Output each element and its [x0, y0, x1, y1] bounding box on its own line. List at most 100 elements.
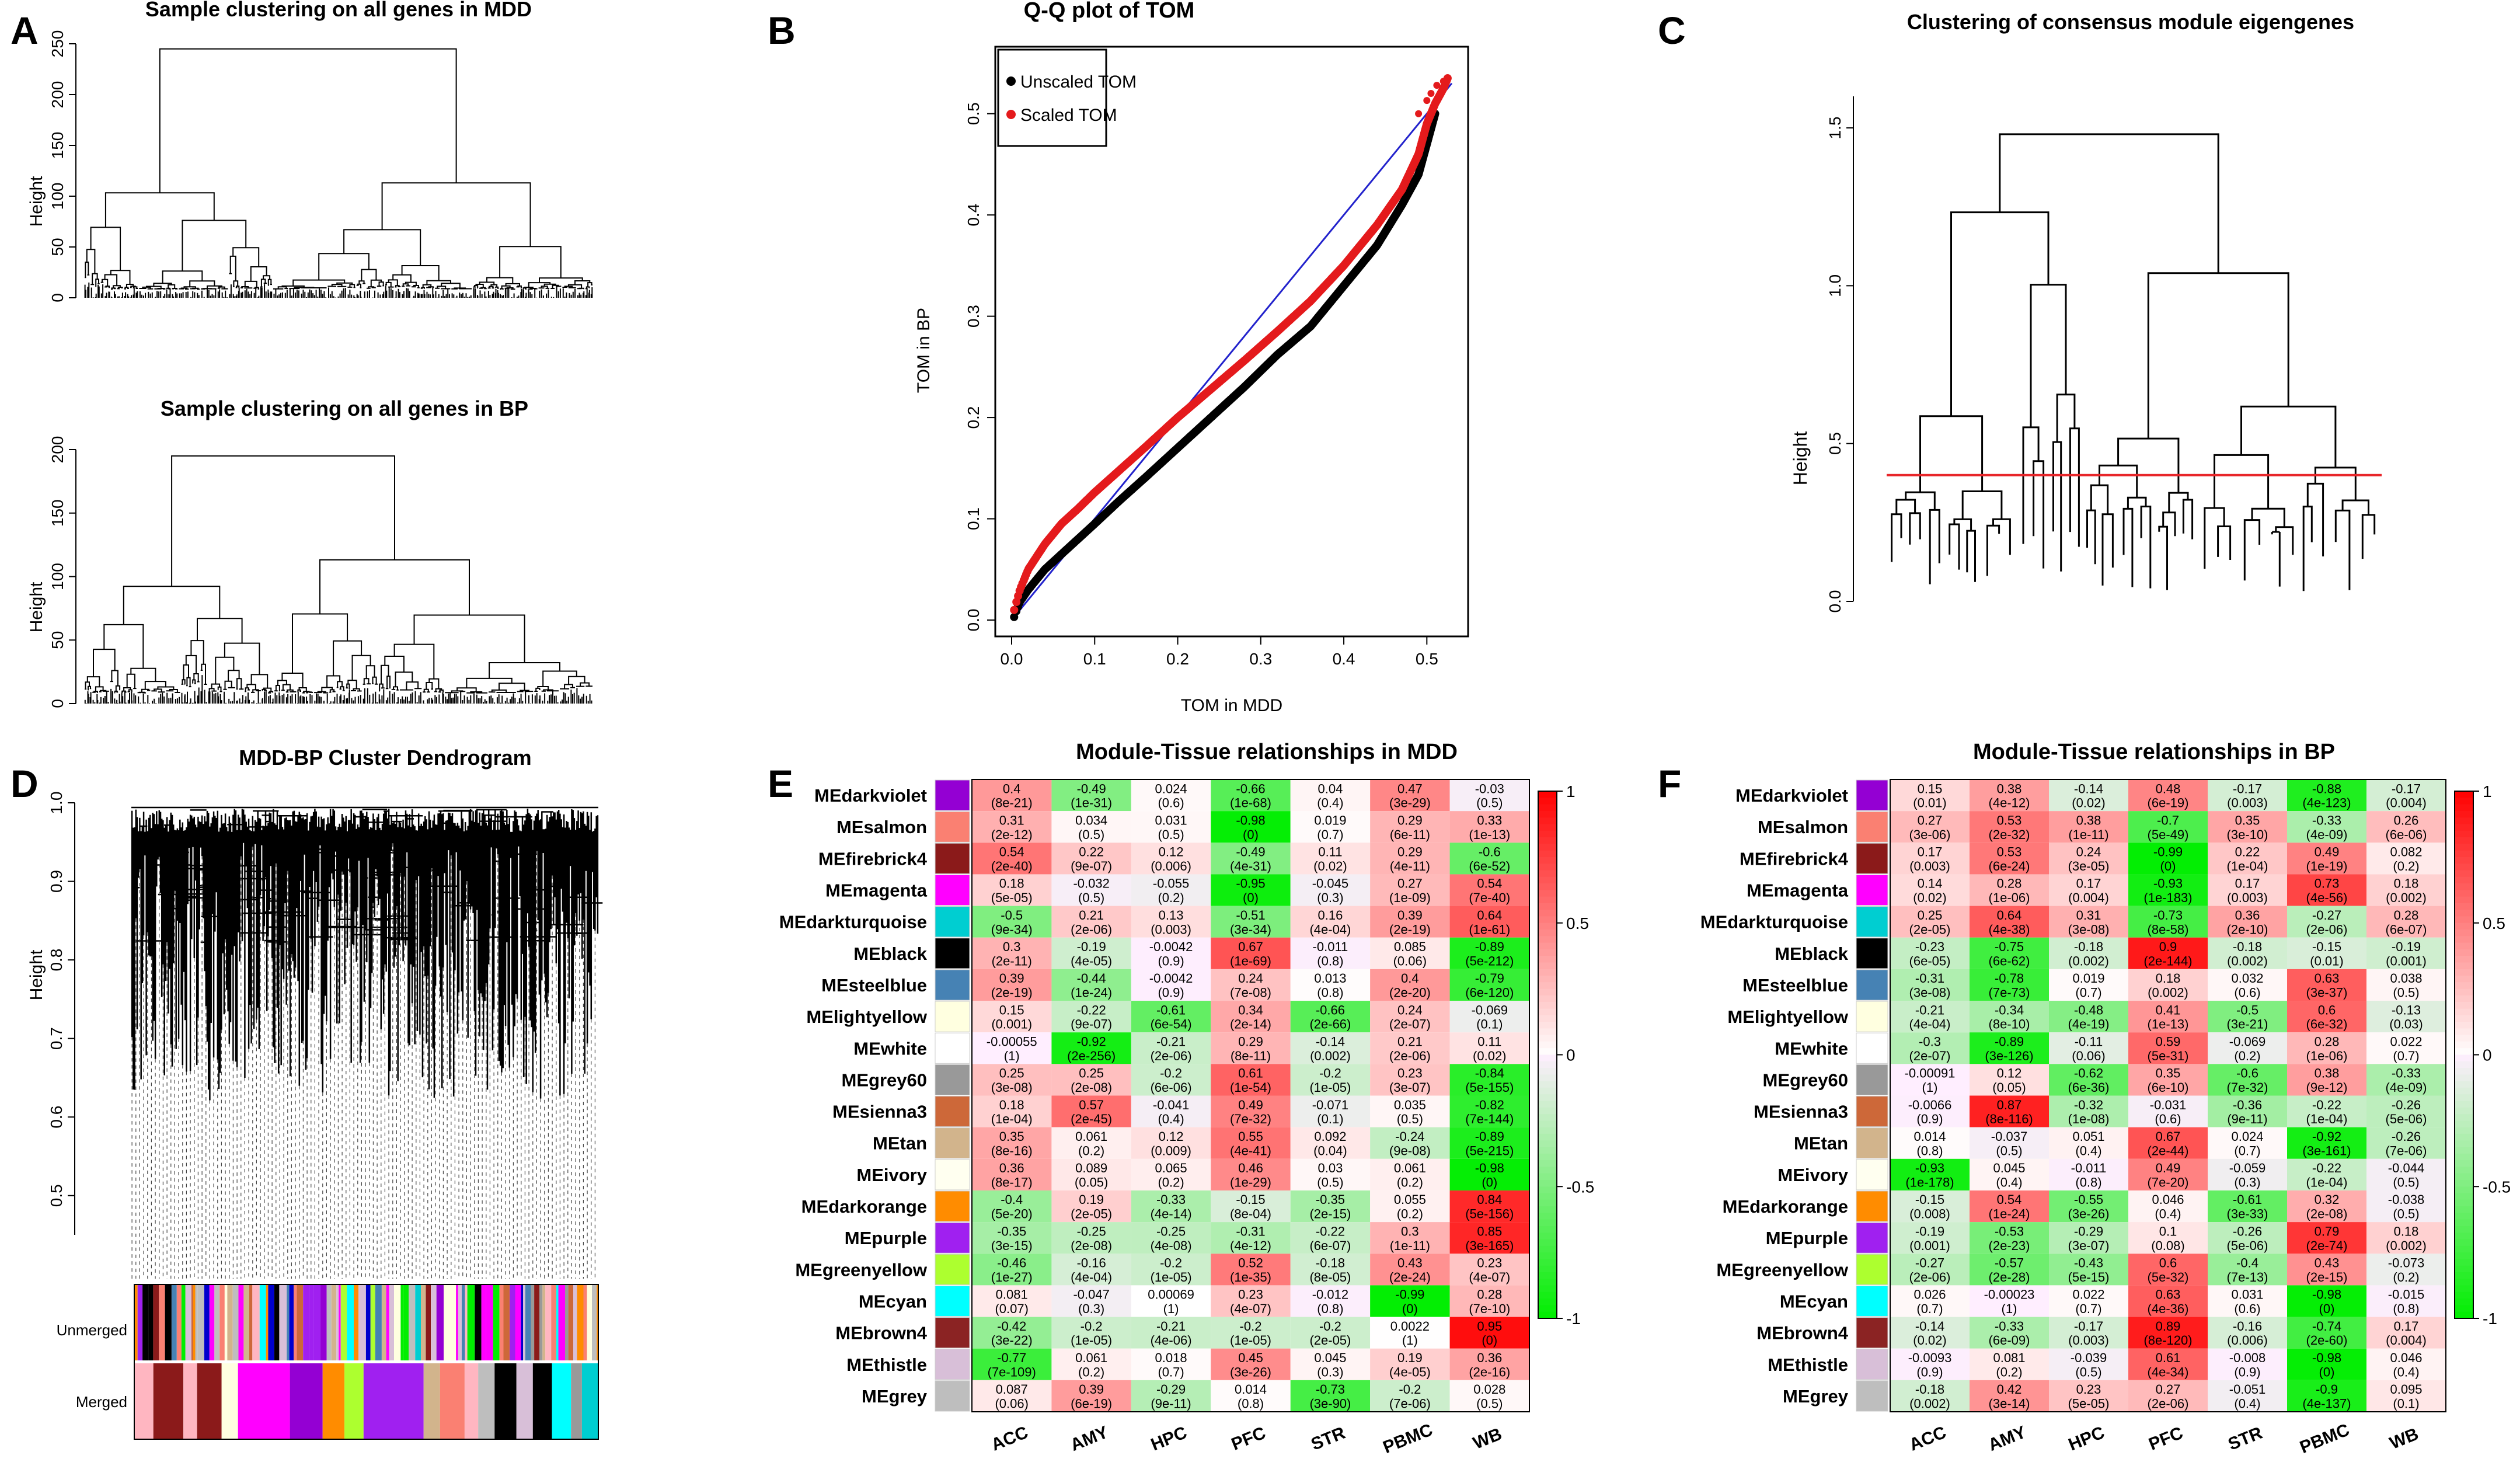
unmerged-color-segment [339, 1284, 341, 1360]
heatmap-cell [1131, 1001, 1211, 1033]
unmerged-color-segment [451, 1284, 456, 1360]
heatmap-cell [1051, 811, 1131, 843]
legend-box [997, 48, 1107, 147]
cell-value-label: -0.038 [2388, 1192, 2424, 1207]
cell-value-label: 0.28 [2315, 1034, 2340, 1049]
heatmap-cell [2049, 1380, 2128, 1412]
cell-pvalue-label: (4e-06) [1151, 1333, 1192, 1348]
legend-label-scaled: Scaled TOM [1020, 106, 1117, 125]
color-scale-step [1538, 830, 1557, 838]
heatmap-cell [2128, 1222, 2208, 1254]
dendrogram [1891, 133, 2376, 591]
cell-pvalue-label: (2e-24) [1389, 1270, 1431, 1284]
heatmap-cell [1211, 1158, 1291, 1190]
heatmap-cell [2366, 843, 2446, 875]
row-label: MEgreenyellow [1716, 1259, 1849, 1280]
cell-pvalue-label: (0.07) [995, 1301, 1028, 1316]
color-scale-step [2455, 883, 2473, 890]
cell-pvalue-label: (3e-10) [2227, 827, 2268, 842]
cell-pvalue-label: (0.8) [1317, 986, 1343, 1000]
cell-pvalue-label: (0.05) [1075, 1175, 1108, 1189]
heatmap-cell [1131, 1064, 1211, 1096]
color-scale-step [2455, 1265, 2473, 1273]
unmerged-color-segment [195, 1284, 198, 1360]
module-color-swatch [1856, 1001, 1888, 1032]
color-bars-frame [134, 1284, 599, 1440]
cell-pvalue-label: (3e-90) [1309, 1397, 1351, 1411]
unmerged-color-segment [583, 1284, 587, 1360]
color-scale-step [2455, 1206, 2473, 1213]
merged-color-segment [153, 1363, 184, 1439]
color-scale-step [2455, 1167, 2473, 1174]
cell-pvalue-label: (5e-20) [991, 1207, 1033, 1221]
panel-letter-b: B [768, 9, 796, 52]
heatmap-cell [1449, 969, 1529, 1001]
cell-pvalue-label: (1e-24) [1071, 986, 1112, 1000]
color-scale-step [1538, 1140, 1557, 1148]
cell-pvalue-label: (5e-06) [2227, 1238, 2268, 1253]
cell-pvalue-label: (6e-11) [1390, 827, 1430, 842]
heatmap-cell [972, 779, 1052, 812]
row-label: MElightyellow [1727, 1007, 1849, 1027]
cell-pvalue-label: (4e-12) [1230, 1238, 1271, 1253]
module-color-swatch [935, 1127, 970, 1159]
cell-pvalue-label: (0.02) [1473, 1049, 1506, 1063]
unmerged-color-segment [531, 1284, 534, 1360]
cell-value-label: 0.038 [2390, 971, 2422, 986]
color-scale-step [1538, 962, 1557, 970]
cell-value-label: 0.41 [2156, 1002, 2181, 1017]
cell-pvalue-label: (0.003) [1151, 922, 1191, 937]
color-scale-step [1538, 870, 1557, 878]
y-tick-label: 1.0 [1826, 274, 1844, 297]
cell-pvalue-label: (3e-21) [2227, 1017, 2268, 1032]
cell-value-label: -0.21 [1915, 1002, 1944, 1017]
heatmap-cell [1211, 1380, 1291, 1412]
heatmap-cell [2287, 843, 2366, 875]
heatmap-cell [1051, 1127, 1131, 1159]
cell-value-label: 0.081 [1993, 1350, 2025, 1365]
heatmap-cell [1051, 1158, 1131, 1190]
cell-value-label: -0.045 [1312, 876, 1348, 891]
cell-value-label: -0.62 [2074, 1066, 2103, 1081]
cell-pvalue-label: (4e-38) [1989, 922, 2030, 937]
unmerged-color-segment [354, 1284, 358, 1360]
heatmap-cell [1449, 1158, 1529, 1190]
unmerged-color-segment [142, 1284, 149, 1360]
heatmap-cell [2208, 1127, 2287, 1159]
unmerged-color-segment [587, 1284, 592, 1360]
cell-value-label: 0.12 [1159, 845, 1184, 859]
unmerged-color-segment [320, 1284, 327, 1360]
cell-pvalue-label: (0.002) [2227, 953, 2268, 968]
column-label: AMY [1985, 1422, 2028, 1455]
cell-value-label: 0.032 [2231, 971, 2263, 986]
cell-value-label: 0.22 [2235, 845, 2260, 859]
cell-value-label: -0.4 [2236, 1256, 2258, 1270]
heatmap-cell [2366, 1001, 2446, 1033]
color-scale-step [2455, 791, 2473, 798]
cell-pvalue-label: (4e-05) [1071, 953, 1112, 968]
heatmap-cell [2208, 1348, 2287, 1380]
y-tick-label: 0.4 [964, 204, 982, 227]
cell-pvalue-label: (1) [2002, 1301, 2017, 1316]
cell-value-label: -0.73 [1316, 1382, 1345, 1397]
color-scale-step [1538, 1160, 1557, 1167]
cell-value-label: -0.14 [2074, 781, 2103, 796]
x-tick-label: 0.2 [1166, 650, 1189, 668]
color-scale-step [2455, 1127, 2473, 1134]
unmerged-color-segment [431, 1284, 437, 1360]
cell-pvalue-label: (0.5) [1078, 890, 1104, 905]
y-tick-label: 150 [48, 499, 67, 527]
color-scale-label: -0.5 [1566, 1178, 1594, 1196]
cell-pvalue-label: (4e-34) [2148, 1364, 2189, 1379]
module-color-swatch [1856, 1317, 1888, 1349]
cell-value-label: 0.18 [2394, 876, 2419, 891]
unmerged-color-segment [521, 1284, 524, 1360]
cell-value-label: -0.012 [1312, 1287, 1348, 1302]
heatmap-cell [1051, 1001, 1131, 1033]
merged-color-segment [134, 1363, 154, 1439]
merged-color-segment [532, 1363, 552, 1439]
y-axis: 0 50 100 150 200 250 [48, 30, 76, 302]
heatmap-cell [1051, 843, 1131, 875]
heatmap-cell [1970, 969, 2049, 1001]
plot-frame [994, 46, 1469, 638]
